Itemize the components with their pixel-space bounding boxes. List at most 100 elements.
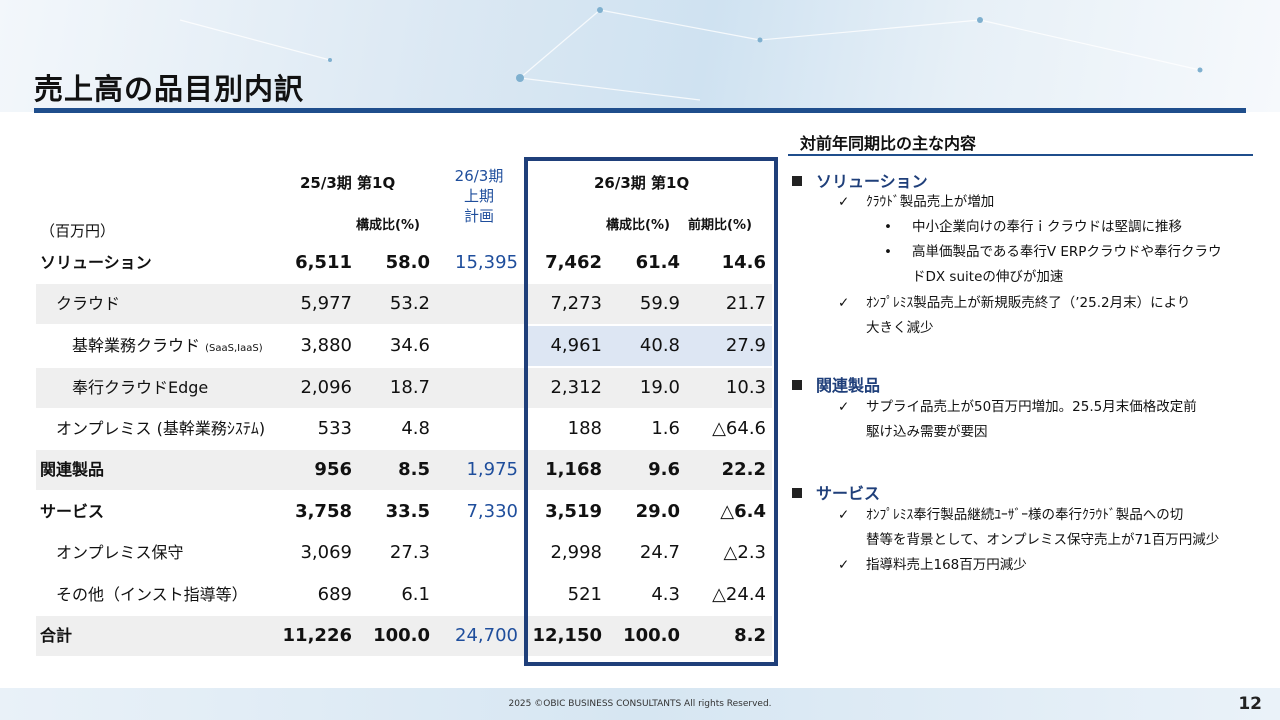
plan-value: 15,395 bbox=[455, 252, 518, 273]
bullet-text: ｵﾝﾌﾟﾚﾐｽ製品売上が新規販売終了（’25.2月末）により bbox=[866, 295, 1191, 311]
unit-label: （百万円） bbox=[40, 222, 116, 240]
curr-value: 12,150 bbox=[532, 625, 602, 646]
yoy-value: △2.3 bbox=[723, 542, 766, 563]
curr-ratio: 9.6 bbox=[648, 459, 680, 480]
section-title: サービス bbox=[816, 484, 881, 503]
table-row: サービス 3,758 33.5 7,330 3,519 29.0 △6.4 bbox=[36, 492, 772, 532]
row-label: オンプレミス (基幹業務ｼｽﾃﾑ) bbox=[56, 419, 266, 438]
prev-ratio: 4.8 bbox=[401, 418, 430, 439]
header-plan-line1: 26/3期 bbox=[454, 167, 504, 185]
prev-value: 6,511 bbox=[295, 252, 352, 273]
bullet-text: 指導料売上168百万円減少 bbox=[866, 557, 1027, 573]
header-plan: 26/3期 上期 計画 bbox=[450, 166, 508, 226]
row-label: ソリューション bbox=[40, 253, 152, 272]
yoy-value: 10.3 bbox=[725, 377, 766, 398]
header-plan-line2: 上期 bbox=[463, 187, 494, 205]
row-label: 関連製品 bbox=[40, 460, 105, 479]
bullet-item: ✓ ｸﾗｳﾄﾞ製品売上が増加 bbox=[838, 190, 995, 215]
current-period-highlight-box bbox=[524, 157, 778, 666]
checkmark-icon: ✓ bbox=[838, 194, 850, 210]
header-curr-period: 26/3期 第1Q bbox=[594, 174, 690, 192]
yoy-value: 8.2 bbox=[734, 625, 766, 646]
bullet-text-continued: 替等を背景として、オンプレミス保守売上が71百万円減少 bbox=[866, 532, 1220, 548]
prev-value: 11,226 bbox=[282, 625, 352, 646]
checkmark-icon: ✓ bbox=[838, 557, 850, 573]
dot-bullet-icon: • bbox=[884, 244, 892, 260]
curr-value: 7,273 bbox=[550, 293, 602, 314]
prev-value: 956 bbox=[314, 459, 352, 480]
row-label: クラウド bbox=[56, 294, 121, 313]
yoy-value: 27.9 bbox=[725, 335, 766, 356]
prev-ratio: 8.5 bbox=[398, 459, 430, 480]
page-title: 売上高の品目別内訳 bbox=[34, 72, 305, 106]
table-row: 関連製品 956 8.5 1,975 1,168 9.6 22.2 bbox=[36, 450, 772, 490]
yoy-value: △6.4 bbox=[720, 501, 766, 522]
prev-ratio: 53.2 bbox=[389, 293, 430, 314]
row-label: 合計 bbox=[40, 626, 73, 645]
prev-value: 2,096 bbox=[300, 377, 352, 398]
row-label: 基幹業務クラウド (SaaS,IaaS) bbox=[72, 326, 263, 369]
curr-ratio: 100.0 bbox=[623, 625, 680, 646]
yoy-value: △64.6 bbox=[712, 418, 766, 439]
yoy-value: 22.2 bbox=[721, 459, 766, 480]
header-prev-period: 25/3期 第1Q bbox=[300, 174, 396, 192]
title-underline bbox=[34, 108, 1246, 113]
yoy-value: 14.6 bbox=[721, 252, 766, 273]
prev-ratio: 58.0 bbox=[385, 252, 430, 273]
bullet-text: 高単価製品である奉行V ERPクラウドや奉行クラウ bbox=[912, 244, 1222, 260]
plan-value: 1,975 bbox=[466, 459, 518, 480]
bullet-text: ｸﾗｳﾄﾞ製品売上が増加 bbox=[866, 194, 995, 210]
square-bullet-icon bbox=[792, 380, 802, 390]
section-related-products-heading: 関連製品 bbox=[792, 372, 880, 396]
plan-value: 24,700 bbox=[455, 625, 518, 646]
prev-ratio: 34.6 bbox=[389, 335, 430, 356]
curr-value: 188 bbox=[567, 418, 602, 439]
prev-value: 3,880 bbox=[300, 335, 352, 356]
bullet-text: 中小企業向けの奉行ｉクラウドは堅調に推移 bbox=[912, 219, 1182, 235]
curr-value: 7,462 bbox=[545, 252, 602, 273]
dot-bullet-icon: • bbox=[884, 219, 892, 235]
curr-ratio: 24.7 bbox=[639, 542, 680, 563]
curr-ratio: 4.3 bbox=[651, 584, 680, 605]
table-row: 奉行クラウドEdge 2,096 18.7 2,312 19.0 10.3 bbox=[36, 368, 772, 408]
prev-value: 3,069 bbox=[300, 542, 352, 563]
bullet-item: ✓ ｵﾝﾌﾟﾚﾐｽ奉行製品継続ﾕｰｻﾞｰ様の奉行ｸﾗｳﾄﾞ製品への切 替等を背景とし… bbox=[838, 503, 1220, 553]
square-bullet-icon bbox=[792, 488, 802, 498]
table-row: ソリューション 6,511 58.0 15,395 7,462 61.4 14.… bbox=[36, 243, 772, 283]
section-title: ソリューション bbox=[816, 172, 928, 191]
bullet-item: ✓ サプライ品売上が50百万円増加。25.5月末価格改定前 駆け込み需要が要因 bbox=[838, 395, 1197, 445]
prev-ratio: 33.5 bbox=[385, 501, 430, 522]
section-solution-heading: ソリューション bbox=[792, 168, 928, 192]
sub-bullet-item: • 高単価製品である奉行V ERPクラウドや奉行クラウ ドDX suiteの伸びが加… bbox=[884, 240, 1222, 290]
curr-value: 3,519 bbox=[545, 501, 602, 522]
bullet-text-continued: 駆け込み需要が要因 bbox=[866, 424, 988, 440]
curr-ratio: 29.0 bbox=[635, 501, 680, 522]
table-row: クラウド 5,977 53.2 7,273 59.9 21.7 bbox=[36, 284, 772, 324]
prev-ratio: 6.1 bbox=[401, 584, 430, 605]
prev-ratio: 100.0 bbox=[373, 625, 430, 646]
header-curr-ratio: 構成比(%) bbox=[606, 218, 670, 233]
table-row-total: 合計 11,226 100.0 24,700 12,150 100.0 8.2 bbox=[36, 616, 772, 656]
curr-value: 4,961 bbox=[550, 335, 602, 356]
prev-value: 5,977 bbox=[300, 293, 352, 314]
row-label-text: 基幹業務クラウド bbox=[72, 336, 201, 355]
bullet-text: ｵﾝﾌﾟﾚﾐｽ奉行製品継続ﾕｰｻﾞｰ様の奉行ｸﾗｳﾄﾞ製品への切 bbox=[866, 507, 1184, 523]
curr-value: 521 bbox=[567, 584, 602, 605]
table-row: 基幹業務クラウド (SaaS,IaaS) 3,880 34.6 4,961 40… bbox=[36, 326, 772, 366]
curr-ratio: 19.0 bbox=[639, 377, 680, 398]
row-label: その他（インスト指導等） bbox=[56, 585, 248, 604]
bullet-text-continued: ドDX suiteの伸びが加速 bbox=[912, 269, 1064, 285]
section-service-heading: サービス bbox=[792, 480, 880, 504]
row-label: サービス bbox=[40, 502, 105, 521]
row-label-note: (SaaS,IaaS) bbox=[205, 343, 263, 354]
panel-title-underline bbox=[788, 154, 1253, 156]
curr-ratio: 59.9 bbox=[639, 293, 680, 314]
header-yoy: 前期比(%) bbox=[688, 218, 752, 233]
footer-background bbox=[0, 688, 1280, 720]
header-plan-line3: 計画 bbox=[463, 207, 494, 225]
row-label: オンプレミス保守 bbox=[56, 543, 184, 562]
yoy-value: △24.4 bbox=[712, 584, 766, 605]
curr-ratio: 40.8 bbox=[639, 335, 680, 356]
curr-ratio: 1.6 bbox=[651, 418, 680, 439]
bullet-text-continued: 大きく減少 bbox=[866, 320, 934, 336]
